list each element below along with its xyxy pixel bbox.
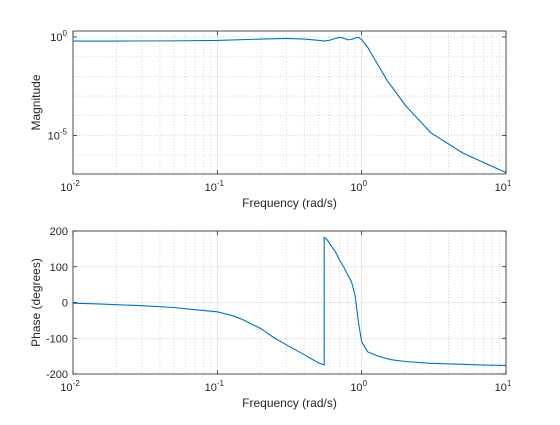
y-tick-label: -200 (46, 369, 68, 381)
y-tick-label: 200 (50, 226, 68, 238)
x-tick-base: 10 (495, 382, 507, 394)
x-tick-label: 100 (350, 179, 367, 194)
y-tick-label: 100 (50, 29, 67, 44)
x-tick-exponent: -2 (73, 379, 81, 388)
x-tick-base: 10 (495, 182, 507, 194)
x-tick-label: 10-2 (60, 379, 80, 394)
x-tick-base: 10 (60, 382, 72, 394)
y-tick-label: -100 (46, 333, 68, 345)
x-tick-base: 10 (350, 182, 362, 194)
y-tick-label: 10-5 (48, 127, 68, 142)
x-tick-label: 10-1 (205, 379, 225, 394)
x-tick-base: 10 (60, 182, 72, 194)
x-tick-label: 101 (495, 179, 512, 194)
magnitude-axes-frame (72, 30, 507, 175)
x-tick-exponent: 0 (363, 379, 368, 388)
phase-series-line (73, 236, 506, 366)
x-tick-exponent: -2 (73, 179, 81, 188)
x-tick-exponent: -1 (217, 179, 225, 188)
y-tick-base: 10 (48, 130, 60, 142)
y-axis-label: Phase (degrees) (29, 258, 43, 347)
y-axis-label: Magnitude (29, 74, 43, 130)
y-tick-base: 10 (50, 32, 62, 44)
x-tick-base: 10 (205, 382, 217, 394)
y-tick-exponent: -5 (60, 127, 68, 136)
magnitude-series-line (73, 36, 506, 174)
x-tick-base: 10 (350, 382, 362, 394)
x-tick-exponent: 0 (363, 179, 368, 188)
x-tick-base: 10 (205, 182, 217, 194)
x-tick-label: 101 (495, 379, 512, 394)
x-tick-label: 10-2 (60, 179, 80, 194)
y-tick-label: 100 (50, 262, 68, 274)
magnitude-plot-area (73, 31, 506, 174)
x-axis-label: Frequency (rad/s) (242, 396, 337, 410)
x-tick-label: 10-1 (205, 179, 225, 194)
x-tick-exponent: -1 (217, 379, 225, 388)
x-axis-label: Frequency (rad/s) (242, 196, 337, 210)
x-tick-label: 100 (350, 379, 367, 394)
y-tick-label: 0 (62, 298, 68, 310)
x-tick-exponent: 1 (507, 379, 512, 388)
x-tick-exponent: 1 (507, 179, 512, 188)
y-tick-exponent: 0 (63, 29, 68, 38)
